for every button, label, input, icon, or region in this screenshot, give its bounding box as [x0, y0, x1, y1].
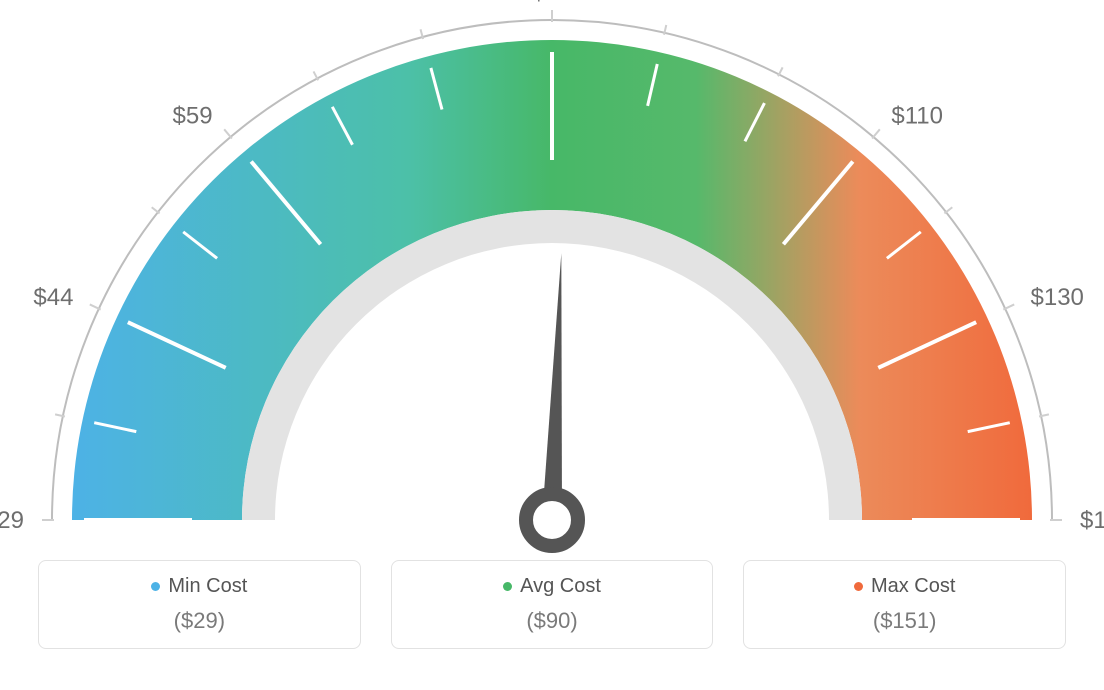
legend-card-max: Max Cost ($151)	[743, 560, 1066, 649]
legend-title-max: Max Cost	[871, 575, 955, 598]
gauge-chart: $29 $44 $59 $90 $110 $130 $151	[0, 0, 1104, 560]
legend-card-min: Min Cost ($29)	[38, 560, 361, 649]
tick-label: $90	[532, 0, 572, 6]
legend-value-max: ($151)	[744, 608, 1065, 634]
legend-title-avg: Avg Cost	[520, 575, 601, 598]
legend-value-avg: ($90)	[392, 608, 713, 634]
tick-label: $130	[1031, 284, 1084, 311]
gauge-needle	[542, 253, 562, 520]
legend-dot-max	[854, 582, 863, 591]
tick-label: $59	[173, 103, 213, 130]
legend-dot-avg	[503, 582, 512, 591]
tick-label: $44	[33, 284, 73, 311]
legend-value-min: ($29)	[39, 608, 360, 634]
legend-card-avg: Avg Cost ($90)	[391, 560, 714, 649]
legend-dot-min	[151, 582, 160, 591]
legend-row: Min Cost ($29) Avg Cost ($90) Max Cost (…	[0, 560, 1104, 649]
legend-title-min: Min Cost	[168, 575, 247, 598]
tick-label: $151	[1080, 507, 1104, 534]
gauge-hub	[526, 494, 578, 546]
tick-label: $110	[891, 103, 943, 130]
tick-label: $29	[0, 507, 24, 534]
gauge-svg: $29 $44 $59 $90 $110 $130 $151	[0, 0, 1104, 560]
